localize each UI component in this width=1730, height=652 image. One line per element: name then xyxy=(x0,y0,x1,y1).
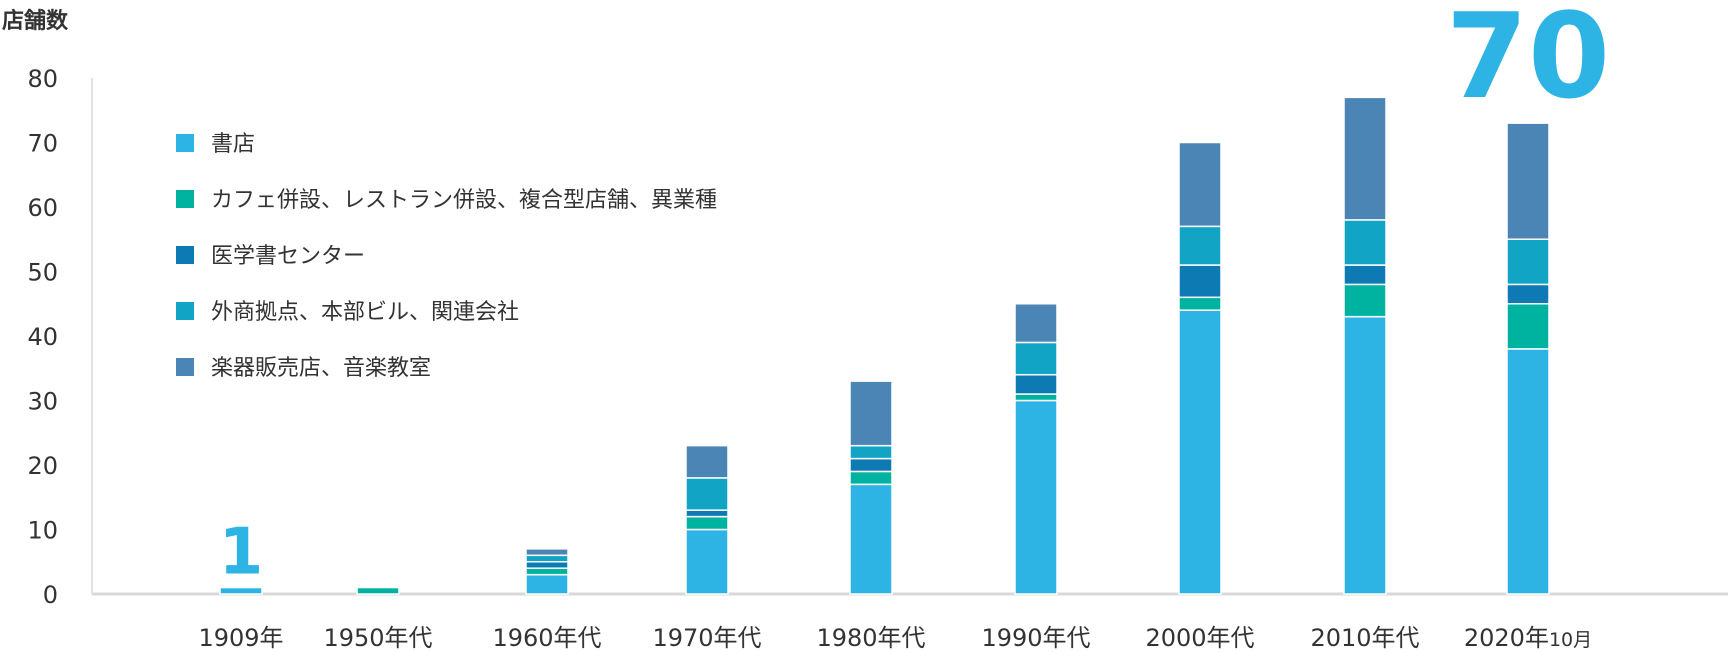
legend-label: カフェ併設、レストラン併設、複合型店舗、異業種 xyxy=(211,188,717,213)
bar-segment xyxy=(525,548,569,557)
legend-label: 外商拠点、本部ビル、関連会社 xyxy=(211,300,519,325)
bar-segment xyxy=(1506,348,1550,595)
bar-segment xyxy=(1506,283,1550,305)
legend-swatch xyxy=(176,134,194,152)
x-tick-label: 1990年代 xyxy=(981,624,1090,652)
y-tick-label: 0 xyxy=(43,581,58,609)
bar-segment xyxy=(219,586,263,595)
x-tick-label-main: 2000年代 xyxy=(1145,624,1254,652)
y-tick-label: 60 xyxy=(27,194,58,222)
x-tick-label: 1909年 xyxy=(198,624,283,652)
x-tick-label: 1980年代 xyxy=(816,624,925,652)
bar-segment xyxy=(1014,303,1058,344)
x-tick-label: 2000年代 xyxy=(1145,624,1254,652)
bar-segment xyxy=(1014,341,1058,376)
bar-segment xyxy=(849,470,893,486)
legend-swatch xyxy=(176,246,194,264)
x-tick-label-main: 1990年代 xyxy=(981,624,1090,652)
y-axis-label: 店舗数 xyxy=(2,8,69,34)
legend-label: 楽器販売店、音楽教室 xyxy=(211,356,431,381)
bar-segment xyxy=(685,509,729,518)
y-tick-label: 30 xyxy=(27,388,58,416)
y-tick-label: 40 xyxy=(27,323,58,351)
bar-total-label: 1 xyxy=(219,516,264,590)
bar-segment xyxy=(1178,264,1222,299)
bar-total-label: 70 xyxy=(1446,0,1610,125)
bar-segment xyxy=(849,380,893,447)
legend-label: 医学書センター xyxy=(211,244,365,269)
bar-segment xyxy=(1343,96,1387,221)
bar-segment xyxy=(849,444,893,460)
bar-segment xyxy=(1178,309,1222,595)
x-tick-label: 2010年代 xyxy=(1310,624,1419,652)
bar-segment xyxy=(1343,283,1387,318)
bar-segment xyxy=(356,586,400,595)
y-tick-label: 70 xyxy=(27,130,58,158)
bar-segment xyxy=(849,457,893,473)
y-tick-label: 80 xyxy=(27,65,58,93)
bar-segment xyxy=(1343,264,1387,286)
y-tick-label: 50 xyxy=(27,259,58,287)
bar-segment xyxy=(1506,238,1550,286)
bar-segment xyxy=(525,567,569,576)
bar-segment xyxy=(1343,315,1387,595)
bar-segment xyxy=(1506,303,1550,350)
x-tick-label-main: 1909年 xyxy=(198,624,283,652)
bar-segment xyxy=(849,483,893,595)
y-axis-ticks: 0 10 20 30 40 50 60 70 80 xyxy=(27,65,58,609)
bar-segment xyxy=(685,444,729,479)
bar-segment xyxy=(525,573,569,595)
y-tick-label: 10 xyxy=(27,517,58,545)
legend-swatch xyxy=(176,190,194,208)
x-tick-label: 1950年代 xyxy=(323,624,432,652)
bar-segment xyxy=(1014,393,1058,402)
x-tick-label-main: 1950年代 xyxy=(323,624,432,652)
y-tick-label: 20 xyxy=(27,452,58,480)
x-tick-label-main: 2020年 xyxy=(1464,624,1549,652)
bar-segment xyxy=(1178,296,1222,311)
legend: 書店カフェ併設、レストラン併設、複合型店舗、異業種医学書センター外商拠点、本部ビ… xyxy=(176,132,717,381)
x-tick-label-main: 1960年代 xyxy=(492,624,601,652)
bar-segment xyxy=(685,515,729,531)
x-axis-labels: 1909年 1950年代 1960年代 1970年代 1980年代 1990年代 2000年… xyxy=(198,624,1592,652)
bar-segment xyxy=(1014,399,1058,595)
x-tick-label-main: 1970年代 xyxy=(652,624,761,652)
bar-annotations: 1 70 xyxy=(219,0,1610,590)
x-tick-label: 1970年代 xyxy=(652,624,761,652)
bar-segment xyxy=(525,554,569,563)
x-tick-label: 1960年代 xyxy=(492,624,601,652)
bar-segment xyxy=(1014,373,1058,395)
x-tick-label-main: 1980年代 xyxy=(816,624,925,652)
bar-segment xyxy=(1178,141,1222,228)
bar-segment xyxy=(685,528,729,595)
bar-segment xyxy=(1343,219,1387,266)
legend-label: 書店 xyxy=(211,132,255,157)
x-tick-label-suffix: 10月 xyxy=(1549,629,1592,651)
bar-segment xyxy=(1178,225,1222,266)
x-tick-label: 2020年10月 xyxy=(1464,624,1592,652)
bar-segment xyxy=(1506,122,1550,240)
legend-swatch xyxy=(176,302,194,320)
bar-segment xyxy=(525,561,569,569)
bar-segment xyxy=(685,477,729,511)
legend-swatch xyxy=(176,358,194,376)
x-tick-label-main: 2010年代 xyxy=(1310,624,1419,652)
bars-group xyxy=(219,96,1550,595)
